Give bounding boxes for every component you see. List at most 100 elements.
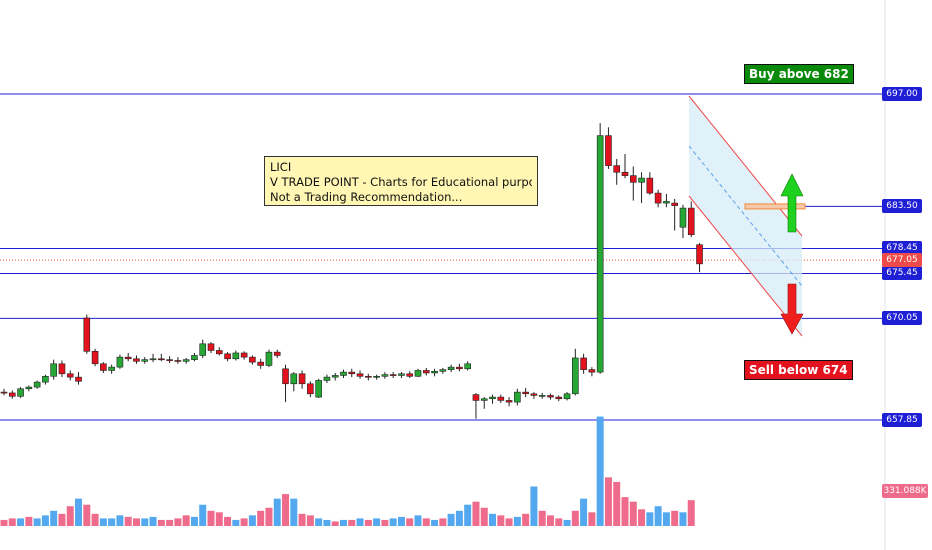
candle-body: [133, 358, 140, 362]
volume-bar: [447, 513, 455, 526]
volume-bar: [248, 515, 256, 526]
candle-body: [108, 366, 115, 371]
sell-below-label[interactable]: Sell below 674: [744, 360, 853, 380]
volume-bar: [373, 518, 381, 526]
candle-body: [514, 391, 521, 403]
volume-bar: [505, 518, 513, 526]
candle-body: [646, 177, 654, 194]
candle-body: [480, 398, 488, 401]
volume-bar: [323, 519, 331, 526]
candle-body: [381, 374, 389, 377]
candle-body: [149, 358, 157, 361]
candle-body: [182, 359, 190, 362]
volume-bar: [414, 515, 422, 526]
volume-bar: [489, 513, 497, 526]
volume-bar: [199, 504, 207, 526]
candle-body: [75, 376, 82, 382]
candle-body: [638, 177, 645, 183]
candle-body: [66, 373, 74, 378]
volume-bar: [91, 513, 99, 526]
volume-bar: [257, 510, 265, 526]
volume-bar: [339, 519, 347, 526]
volume-bar: [621, 497, 629, 526]
volume-bar: [513, 516, 521, 526]
volume-bar: [224, 516, 232, 526]
candle-body: [42, 375, 49, 383]
volume-bar: [480, 507, 488, 526]
volume-bar: [555, 518, 563, 526]
candle-body: [166, 359, 173, 361]
chart-note[interactable]: LICI V TRADE POINT - Charts for Educatio…: [264, 156, 538, 206]
volume-bar: [315, 518, 323, 526]
candle-body: [472, 394, 480, 401]
volume-bar: [182, 515, 190, 526]
volume-bar: [431, 519, 439, 526]
candle-body: [464, 363, 471, 370]
candle-body: [207, 343, 215, 351]
candle-body: [282, 368, 289, 385]
candle-body: [497, 396, 505, 401]
volume-bar: [33, 518, 41, 526]
volume-bar: [687, 500, 695, 526]
price-level-label: 670.05: [882, 311, 922, 326]
candle-body: [588, 369, 596, 373]
candle-body: [25, 386, 33, 390]
candle-body: [572, 357, 579, 395]
volume-bar: [149, 516, 157, 526]
volume-bar: [99, 518, 107, 526]
volume-bar: [331, 521, 339, 526]
volume-bar: [464, 504, 472, 526]
candle-body: [249, 356, 256, 363]
volume-bar: [497, 515, 505, 526]
candle-body: [522, 391, 529, 395]
candle-body: [447, 366, 455, 370]
candle-body: [671, 202, 678, 206]
volume-bar: [662, 512, 670, 526]
candle-body: [199, 343, 207, 356]
candle-body: [191, 355, 198, 360]
candle-body: [215, 350, 223, 355]
volume-bar: [580, 498, 588, 526]
volume-bar: [422, 518, 430, 526]
volume-bar: [157, 519, 165, 526]
candle-body: [273, 351, 281, 356]
volume-bar: [207, 510, 215, 526]
candle-body: [505, 400, 513, 403]
candle-body: [307, 383, 314, 395]
volume-bar: [240, 518, 248, 526]
candle-body: [439, 369, 447, 372]
volume-bar: [563, 519, 571, 526]
candle-body: [116, 356, 124, 368]
candle-body: [224, 353, 231, 360]
candle-body: [555, 396, 563, 400]
volume-bar: [166, 519, 174, 526]
channel-fill: [689, 96, 802, 336]
last-price-label: 677.05: [882, 253, 922, 268]
volume-bar: [83, 504, 91, 526]
volume-bar: [174, 518, 182, 526]
price-level-label: 657.85: [882, 413, 922, 427]
volume-bar: [381, 519, 389, 526]
candle-body: [373, 375, 380, 378]
buy-above-label[interactable]: Buy above 682: [744, 64, 854, 84]
volume-bar: [50, 510, 58, 526]
note-brand: V TRADE POINT - Charts for Educational p…: [270, 175, 532, 189]
volume-bar: [638, 509, 646, 526]
volume-bar: [298, 513, 306, 526]
candle-body: [17, 388, 24, 397]
candle-body: [50, 363, 57, 377]
volume-bar: [141, 518, 149, 526]
candle-body: [530, 393, 538, 396]
volume-bar: [132, 518, 140, 526]
candle-body: [489, 396, 496, 400]
candle-body: [538, 395, 546, 397]
price-level-label: 683.50: [882, 199, 922, 214]
volume-bar: [364, 519, 372, 526]
volume-bar: [58, 513, 66, 526]
candle-body: [621, 171, 629, 176]
volume-bar: [530, 486, 538, 526]
volume-bar: [613, 481, 621, 526]
candle-body: [0, 391, 8, 394]
candle-body: [91, 351, 99, 365]
